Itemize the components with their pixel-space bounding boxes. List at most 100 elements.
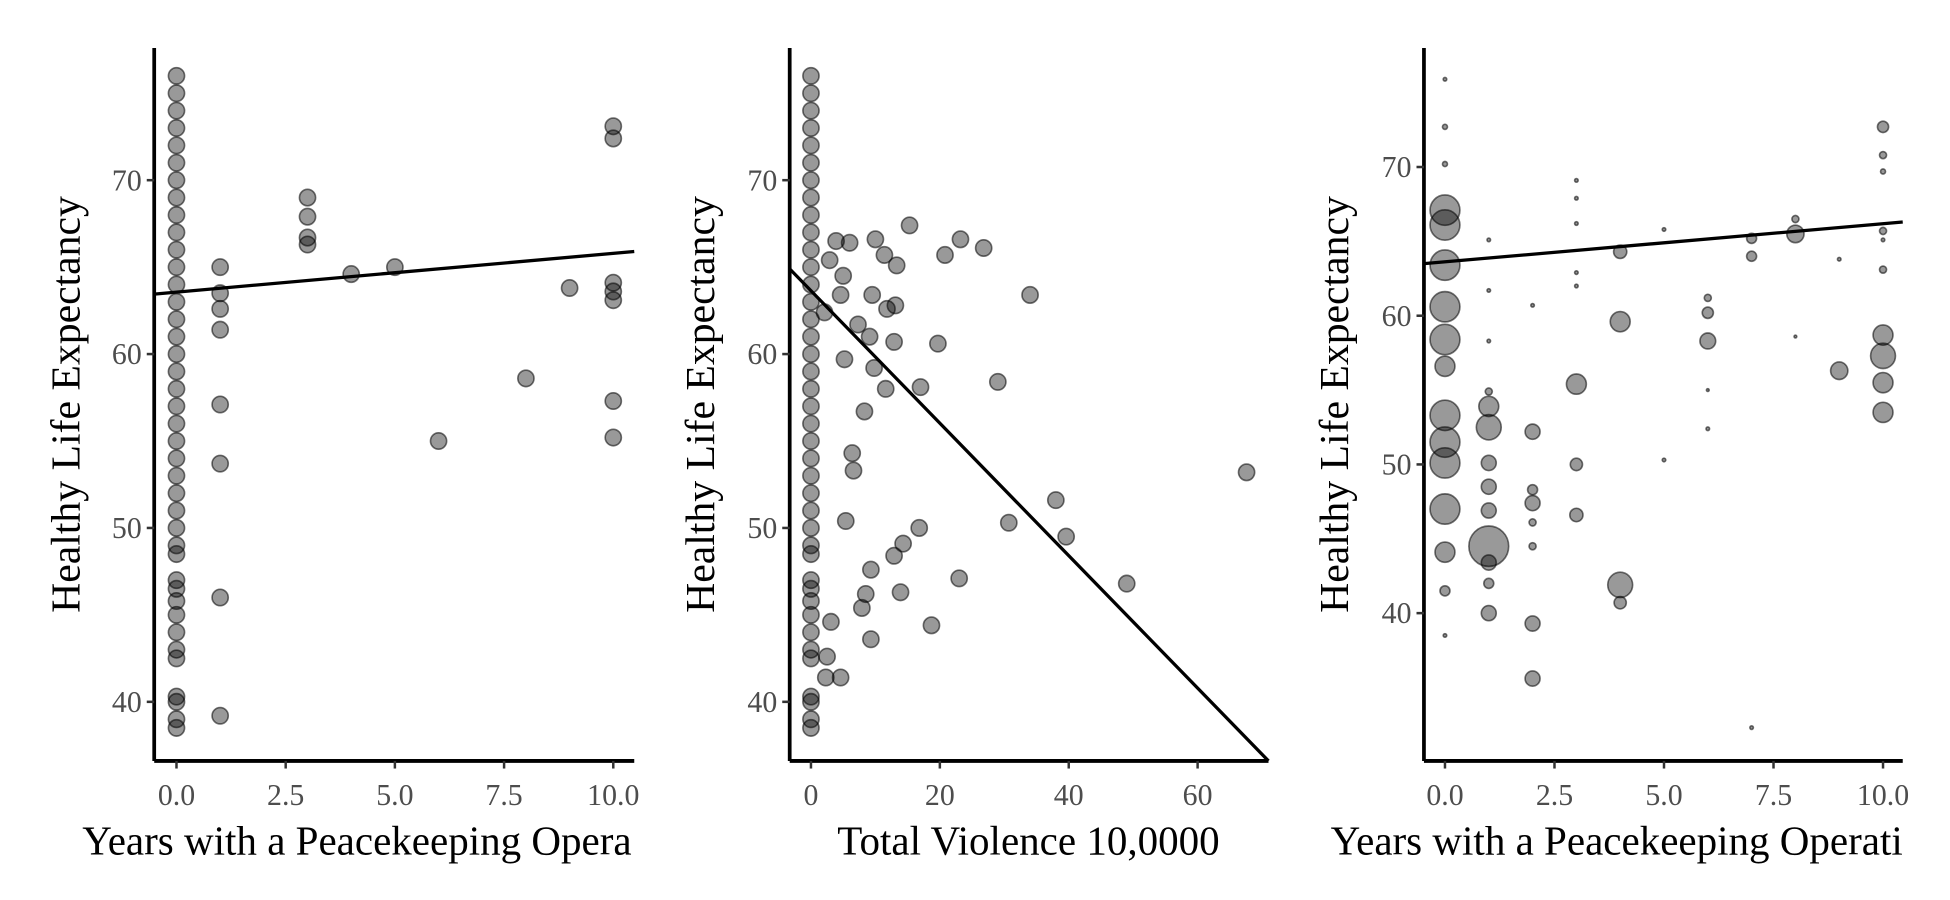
point xyxy=(856,584,875,604)
point xyxy=(802,136,820,155)
point xyxy=(1046,491,1065,510)
point xyxy=(167,484,186,503)
point xyxy=(211,320,230,339)
bubble xyxy=(1528,541,1537,551)
point xyxy=(211,395,230,414)
bubble xyxy=(1486,287,1492,294)
bubble xyxy=(1526,483,1539,496)
point xyxy=(862,630,880,649)
point xyxy=(167,240,186,259)
bubble xyxy=(1878,226,1888,236)
point xyxy=(604,273,623,292)
points xyxy=(1429,76,1897,731)
point xyxy=(342,265,361,284)
bubble xyxy=(1872,401,1894,424)
x-tick-label: 40 xyxy=(1054,778,1084,812)
point xyxy=(167,188,186,207)
bubble xyxy=(1468,525,1510,568)
points xyxy=(802,66,1256,737)
point xyxy=(802,362,820,381)
point xyxy=(910,518,929,537)
point xyxy=(167,362,186,381)
point xyxy=(167,379,186,398)
y-axis-title: Healthy Life Expectancy xyxy=(677,196,723,613)
point xyxy=(167,623,186,642)
point xyxy=(167,310,186,329)
x-axis-title: Years with a Peacekeeping Opera xyxy=(82,817,631,863)
point xyxy=(936,245,954,264)
bubble xyxy=(1609,310,1631,333)
point xyxy=(560,278,579,298)
point xyxy=(167,466,186,485)
bubble xyxy=(1486,237,1492,243)
panel: 40 50 60 70 0.0 2.5 5.0 7.5 10.0 Healthy Life Exp… xyxy=(1311,48,1909,864)
point xyxy=(167,571,186,590)
point xyxy=(298,235,317,254)
point xyxy=(298,228,317,247)
point xyxy=(167,692,186,711)
point xyxy=(167,223,186,242)
bubble xyxy=(1429,290,1461,323)
point xyxy=(802,536,820,555)
point xyxy=(604,428,623,447)
y-tick-label: 40 xyxy=(747,685,777,719)
bubble xyxy=(1878,265,1888,275)
point xyxy=(802,379,820,398)
point xyxy=(802,518,820,537)
bubble xyxy=(1869,342,1897,370)
y-tick-label: 50 xyxy=(747,511,777,545)
bubble xyxy=(1482,577,1495,590)
bubble xyxy=(1793,334,1798,339)
point xyxy=(802,118,820,138)
point xyxy=(836,511,855,531)
point xyxy=(822,612,840,631)
point xyxy=(802,188,820,207)
y-tick-label: 50 xyxy=(1382,447,1412,481)
point xyxy=(802,223,820,242)
point xyxy=(988,372,1007,391)
point xyxy=(167,536,186,555)
bubble xyxy=(1441,160,1449,168)
bubble xyxy=(1429,209,1461,241)
point xyxy=(855,402,874,421)
point xyxy=(167,84,186,103)
bubble xyxy=(1480,502,1498,519)
y-tick-label: 50 xyxy=(112,511,142,545)
x-tick-label: 2.5 xyxy=(267,778,304,812)
point xyxy=(211,588,230,607)
bubble xyxy=(1524,423,1541,441)
bubble xyxy=(1661,226,1667,233)
y-axis-title: Healthy Life Expectancy xyxy=(1311,196,1357,613)
x-tick-label: 5.0 xyxy=(1645,778,1682,812)
bubble xyxy=(1829,361,1849,381)
point xyxy=(900,216,919,235)
point xyxy=(604,117,623,136)
x-tick-label: 0.0 xyxy=(158,778,195,812)
x-tick-label: 10.0 xyxy=(587,778,639,812)
bubble xyxy=(1524,670,1541,687)
point xyxy=(429,431,448,451)
bubble xyxy=(1434,541,1456,564)
point xyxy=(167,205,186,224)
point xyxy=(167,171,186,190)
point xyxy=(167,292,186,311)
bubble xyxy=(1480,454,1498,472)
point xyxy=(802,66,820,85)
bubble xyxy=(1486,338,1492,344)
point xyxy=(802,605,820,624)
point xyxy=(950,569,969,588)
point xyxy=(802,710,820,729)
y-tick-label: 70 xyxy=(112,163,142,197)
point xyxy=(1237,463,1256,482)
bubble xyxy=(1749,725,1755,731)
point xyxy=(167,518,186,537)
point xyxy=(211,299,230,318)
bubble xyxy=(1661,457,1667,463)
point xyxy=(298,188,317,207)
point xyxy=(894,534,913,553)
x-tick-label: 7.5 xyxy=(485,778,522,812)
point xyxy=(517,369,535,388)
point xyxy=(167,449,186,468)
fit-line xyxy=(1423,220,1903,266)
point xyxy=(167,136,186,155)
